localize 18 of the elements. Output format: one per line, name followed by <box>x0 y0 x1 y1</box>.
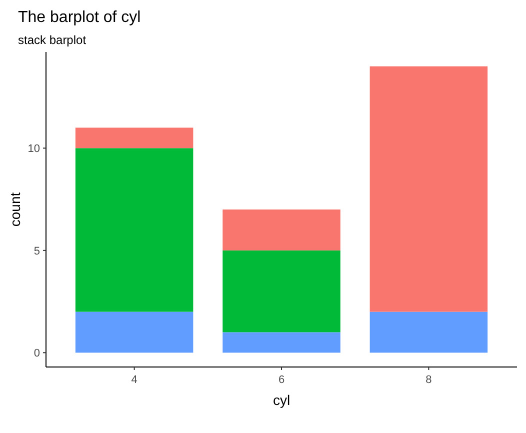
bar <box>222 210 340 250</box>
y-tick-label: 5 <box>34 245 40 258</box>
bar <box>370 66 488 312</box>
bar <box>75 148 194 312</box>
y-tick-label: 10 <box>28 142 40 155</box>
bar <box>222 250 340 332</box>
bar <box>75 312 194 353</box>
bar <box>370 312 488 353</box>
bar <box>75 128 194 148</box>
y-axis-title: count <box>7 192 23 227</box>
x-tick-label: 8 <box>426 374 432 386</box>
x-tick-label: 6 <box>278 374 285 386</box>
bar <box>222 332 340 353</box>
chart-subtitle: stack barplot <box>18 33 87 47</box>
y-tick-label: 0 <box>34 348 40 360</box>
x-axis-title: cyl <box>272 392 290 408</box>
x-tick-label: 4 <box>131 374 138 386</box>
chart-title: The barplot of cyl <box>18 9 141 26</box>
